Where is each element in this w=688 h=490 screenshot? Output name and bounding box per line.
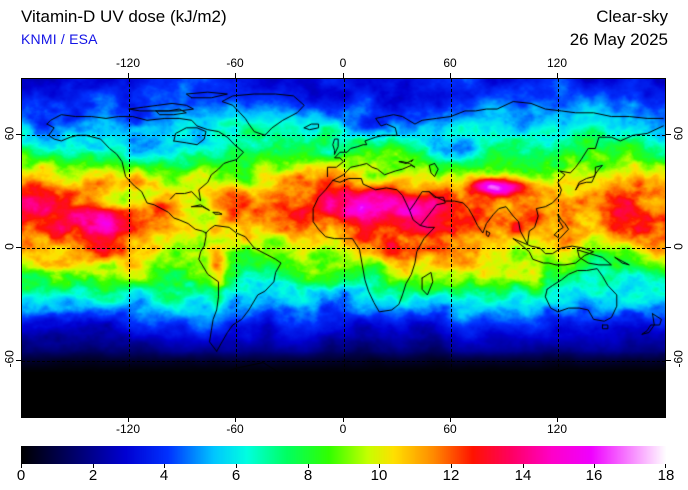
x-tick-bottom-120 xyxy=(557,417,558,422)
x-axis-label-bottom-120: 120 xyxy=(546,422,568,436)
x-axis-label-bottom--60: -60 xyxy=(226,422,244,436)
y-axis-label-left-0: 0 xyxy=(2,243,17,250)
y-tick-right-60 xyxy=(666,134,671,135)
colorbar-tick-8 xyxy=(308,464,309,468)
y-tick-left--60 xyxy=(16,360,21,361)
x-axis-label-bottom-60: 60 xyxy=(443,422,457,436)
colorbar-label-0: 0 xyxy=(16,467,26,484)
x-tick-top--120 xyxy=(128,73,129,78)
x-axis-label-bottom-0: 0 xyxy=(339,422,347,436)
colorbar-label-14: 14 xyxy=(514,467,532,484)
uv-dose-map xyxy=(21,78,666,418)
x-tick-top--60 xyxy=(235,73,236,78)
x-axis-label-bottom--120: -120 xyxy=(115,422,141,436)
colorbar-tick-2 xyxy=(93,464,94,468)
colorbar-label-2: 2 xyxy=(88,467,98,484)
x-tick-bottom--60 xyxy=(235,417,236,422)
x-tick-bottom--120 xyxy=(128,417,129,422)
y-axis-label-left-60: 60 xyxy=(2,126,17,141)
y-axis-label-right--60: -60 xyxy=(671,350,686,368)
colorbar-tick-12 xyxy=(451,464,452,468)
x-tick-top-0 xyxy=(343,73,344,78)
page-title: Vitamin-D UV dose (kJ/m2) xyxy=(21,7,227,26)
y-axis-label-right-60: 60 xyxy=(671,126,686,141)
y-tick-left-60 xyxy=(16,134,21,135)
colorbar xyxy=(21,446,666,464)
colorbar-tick-4 xyxy=(164,464,165,468)
y-axis-label-left--60: -60 xyxy=(2,350,17,368)
colorbar-label-4: 4 xyxy=(159,467,169,484)
colorbar-tick-18 xyxy=(665,464,666,468)
date-label: 26 May 2025 xyxy=(569,30,668,49)
x-axis-label-top--60: -60 xyxy=(226,56,244,70)
x-tick-bottom-60 xyxy=(450,417,451,422)
colorbar-tick-16 xyxy=(594,464,595,468)
colorbar-label-12: 12 xyxy=(442,467,460,484)
x-axis-label-top-0: 0 xyxy=(339,56,347,70)
colorbar-label-16: 16 xyxy=(585,467,603,484)
sky-condition-label: Clear-sky xyxy=(596,7,668,26)
x-axis-label-top--120: -120 xyxy=(115,56,141,70)
colorbar-label-18: 18 xyxy=(657,467,675,484)
x-tick-top-60 xyxy=(450,73,451,78)
colorbar-label-8: 8 xyxy=(303,467,313,484)
colorbar-tick-10 xyxy=(379,464,380,468)
colorbar-label-6: 6 xyxy=(231,467,241,484)
x-axis-label-top-60: 60 xyxy=(443,56,457,70)
y-tick-left-0 xyxy=(16,247,21,248)
y-axis-label-right-0: 0 xyxy=(671,243,686,250)
colorbar-gradient xyxy=(21,446,666,464)
uv-dose-raster xyxy=(22,79,665,417)
y-tick-right--60 xyxy=(666,360,671,361)
colorbar-tick-6 xyxy=(236,464,237,468)
colorbar-tick-14 xyxy=(523,464,524,468)
x-axis-label-top-120: 120 xyxy=(546,56,568,70)
credit-label: KNMI / ESA xyxy=(21,31,98,47)
x-tick-top-120 xyxy=(557,73,558,78)
x-tick-bottom-0 xyxy=(343,417,344,422)
y-tick-right-0 xyxy=(666,247,671,248)
colorbar-label-10: 10 xyxy=(370,467,388,484)
colorbar-tick-0 xyxy=(21,464,22,468)
